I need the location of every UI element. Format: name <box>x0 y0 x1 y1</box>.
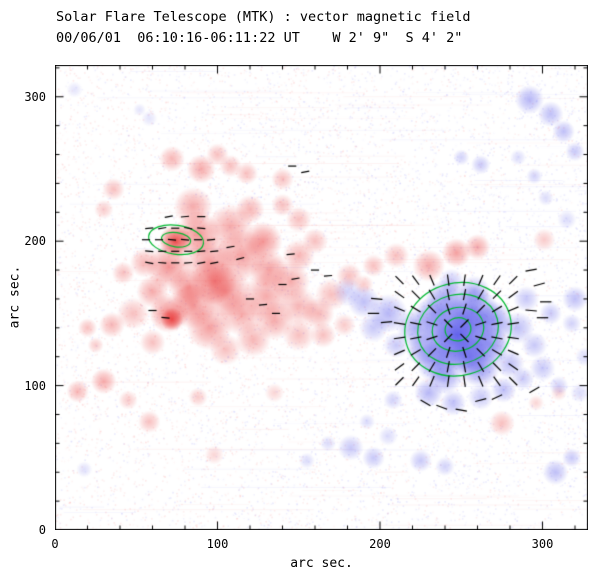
y-tick-label: 100 <box>24 378 46 393</box>
x-tick-label: 200 <box>369 537 391 551</box>
plot-title: Solar Flare Telescope (MTK) : vector mag… <box>56 9 471 25</box>
x-tick-label: 300 <box>531 537 554 551</box>
y-tick-label: 300 <box>24 89 46 104</box>
title-block: Solar Flare Telescope (MTK) : vector mag… <box>56 7 471 49</box>
x-tick-label: 100 <box>206 537 229 551</box>
x-tick-label: 0 <box>51 537 59 551</box>
x-axis-label: arc sec. <box>290 556 353 571</box>
plot-subtitle: 00/06/01 06:10:16-06:11:22 UT W 2' 9" S … <box>56 30 463 46</box>
y-axis-label: arc sec. <box>7 265 23 329</box>
y-tick-label: 0 <box>38 523 46 537</box>
y-tick-label: 200 <box>24 234 46 249</box>
magnetogram-plot <box>55 65 588 530</box>
